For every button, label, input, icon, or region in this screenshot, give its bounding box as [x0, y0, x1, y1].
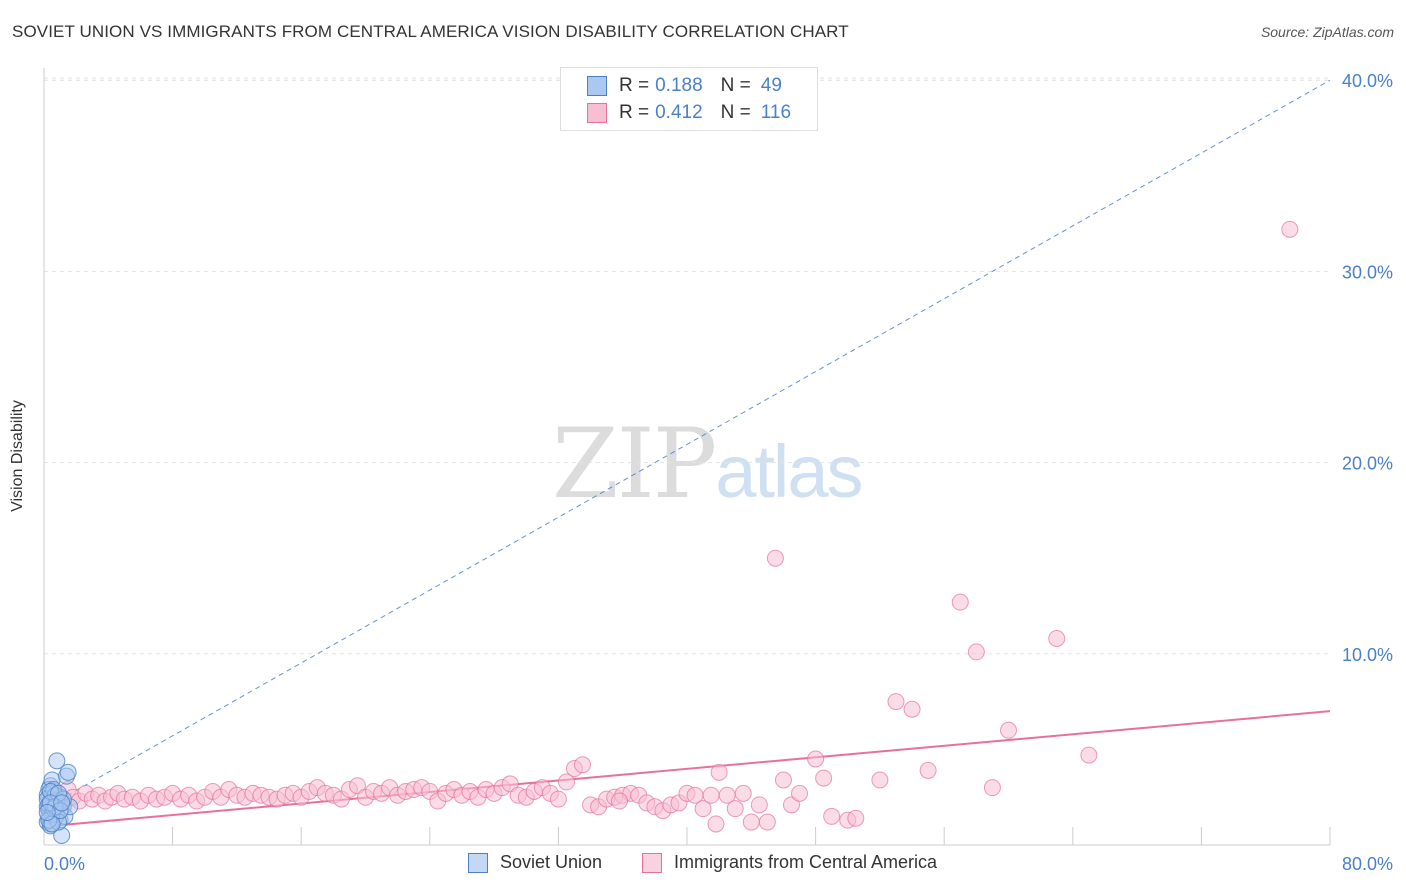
x-tick-label-max: 80.0%	[1342, 854, 1393, 874]
central-america-swatch	[587, 103, 607, 123]
n-label: N =	[720, 75, 751, 96]
watermark-zip: ZIP	[552, 408, 717, 520]
central-america-point	[983, 779, 1001, 797]
central-america-point	[951, 593, 969, 611]
y-axis-label: Vision Disability	[9, 400, 26, 512]
central-america-point	[726, 800, 744, 818]
central-america-point	[694, 800, 712, 818]
soviet-legend-swatch	[468, 852, 488, 873]
central-america-point	[887, 693, 905, 711]
stats-legend-row-soviet: R = 0.188 N = 49	[587, 74, 782, 98]
n-label: N =	[720, 102, 751, 123]
central-america-point	[1000, 721, 1017, 739]
soviet-union-point	[48, 752, 66, 770]
soviet-union-point	[53, 794, 71, 812]
central-america-point	[967, 643, 985, 661]
n-value: 116	[760, 102, 792, 123]
central-america-point	[774, 771, 792, 789]
central-america-trendline	[51, 710, 1331, 827]
central-america-point	[750, 796, 768, 814]
point-layer	[38, 220, 1299, 844]
soviet-union-point	[38, 803, 56, 821]
y-tick-label: 20.0%	[1342, 454, 1393, 474]
y-tick-label: 10.0%	[1342, 645, 1393, 665]
tick-label-layer: 10.0% 20.0% 30.0% 40.0% 0.0% 80.0%	[44, 71, 1393, 874]
central-america-point	[707, 815, 725, 833]
central-america-point	[919, 761, 937, 779]
n-value: 49	[760, 75, 782, 96]
grid-layer	[44, 77, 1330, 655]
central-america-point	[710, 763, 728, 781]
legend-label: Soviet Union	[500, 852, 603, 872]
central-america-point	[823, 807, 841, 825]
r-value: 0.412	[655, 102, 703, 123]
central-america-point	[871, 771, 889, 789]
r-value: 0.188	[655, 75, 703, 96]
y-tick-label: 30.0%	[1342, 262, 1393, 282]
stats-legend: R = 0.188 N = 49 R = 0.412 N = 116	[560, 67, 818, 131]
central-america-point	[903, 700, 921, 718]
legend-item-central-america[interactable]: Immigrants from Central America	[642, 852, 937, 873]
series-legend: Soviet Union Immigrants from Central Ame…	[0, 852, 1406, 876]
soviet-swatch	[587, 76, 607, 96]
central-america-point	[574, 756, 592, 774]
soviet-union-point	[59, 763, 77, 781]
central-america-point	[549, 790, 567, 808]
legend-label: Immigrants from Central America	[674, 852, 938, 872]
r-label: R =	[619, 102, 650, 123]
trend-layer	[43, 79, 1331, 827]
chart-title: SOVIET UNION VS IMMIGRANTS FROM CENTRAL …	[12, 22, 849, 41]
r-label: R =	[619, 75, 650, 96]
central-america-point	[1281, 220, 1299, 238]
source-credit: Source: ZipAtlas.com	[1260, 24, 1394, 40]
central-america-point	[815, 769, 833, 787]
central-america-point	[610, 792, 628, 810]
central-america-point	[1080, 746, 1098, 764]
y-tick-label: 40.0%	[1342, 71, 1393, 91]
central-america-point	[791, 784, 809, 802]
central-america-point	[847, 809, 865, 827]
central-america-point	[557, 773, 575, 791]
legend-item-soviet-union[interactable]: Soviet Union	[468, 852, 602, 873]
watermark-atlas: atlas	[715, 430, 863, 513]
stats-legend-row-central-america: R = 0.412 N = 116	[587, 101, 791, 125]
central-america-point	[742, 813, 760, 831]
x-tick-label-min: 0.0%	[44, 854, 85, 874]
central-america-point	[766, 549, 784, 567]
central-america-point	[807, 750, 825, 768]
watermark: ZIPatlas	[552, 408, 864, 520]
central-america-point	[734, 784, 752, 802]
central-america-point	[1048, 630, 1066, 648]
central-america-point	[758, 813, 776, 831]
central-america-point	[702, 786, 720, 804]
central-america-legend-swatch	[642, 852, 662, 873]
soviet-union-trendline	[43, 79, 1331, 810]
